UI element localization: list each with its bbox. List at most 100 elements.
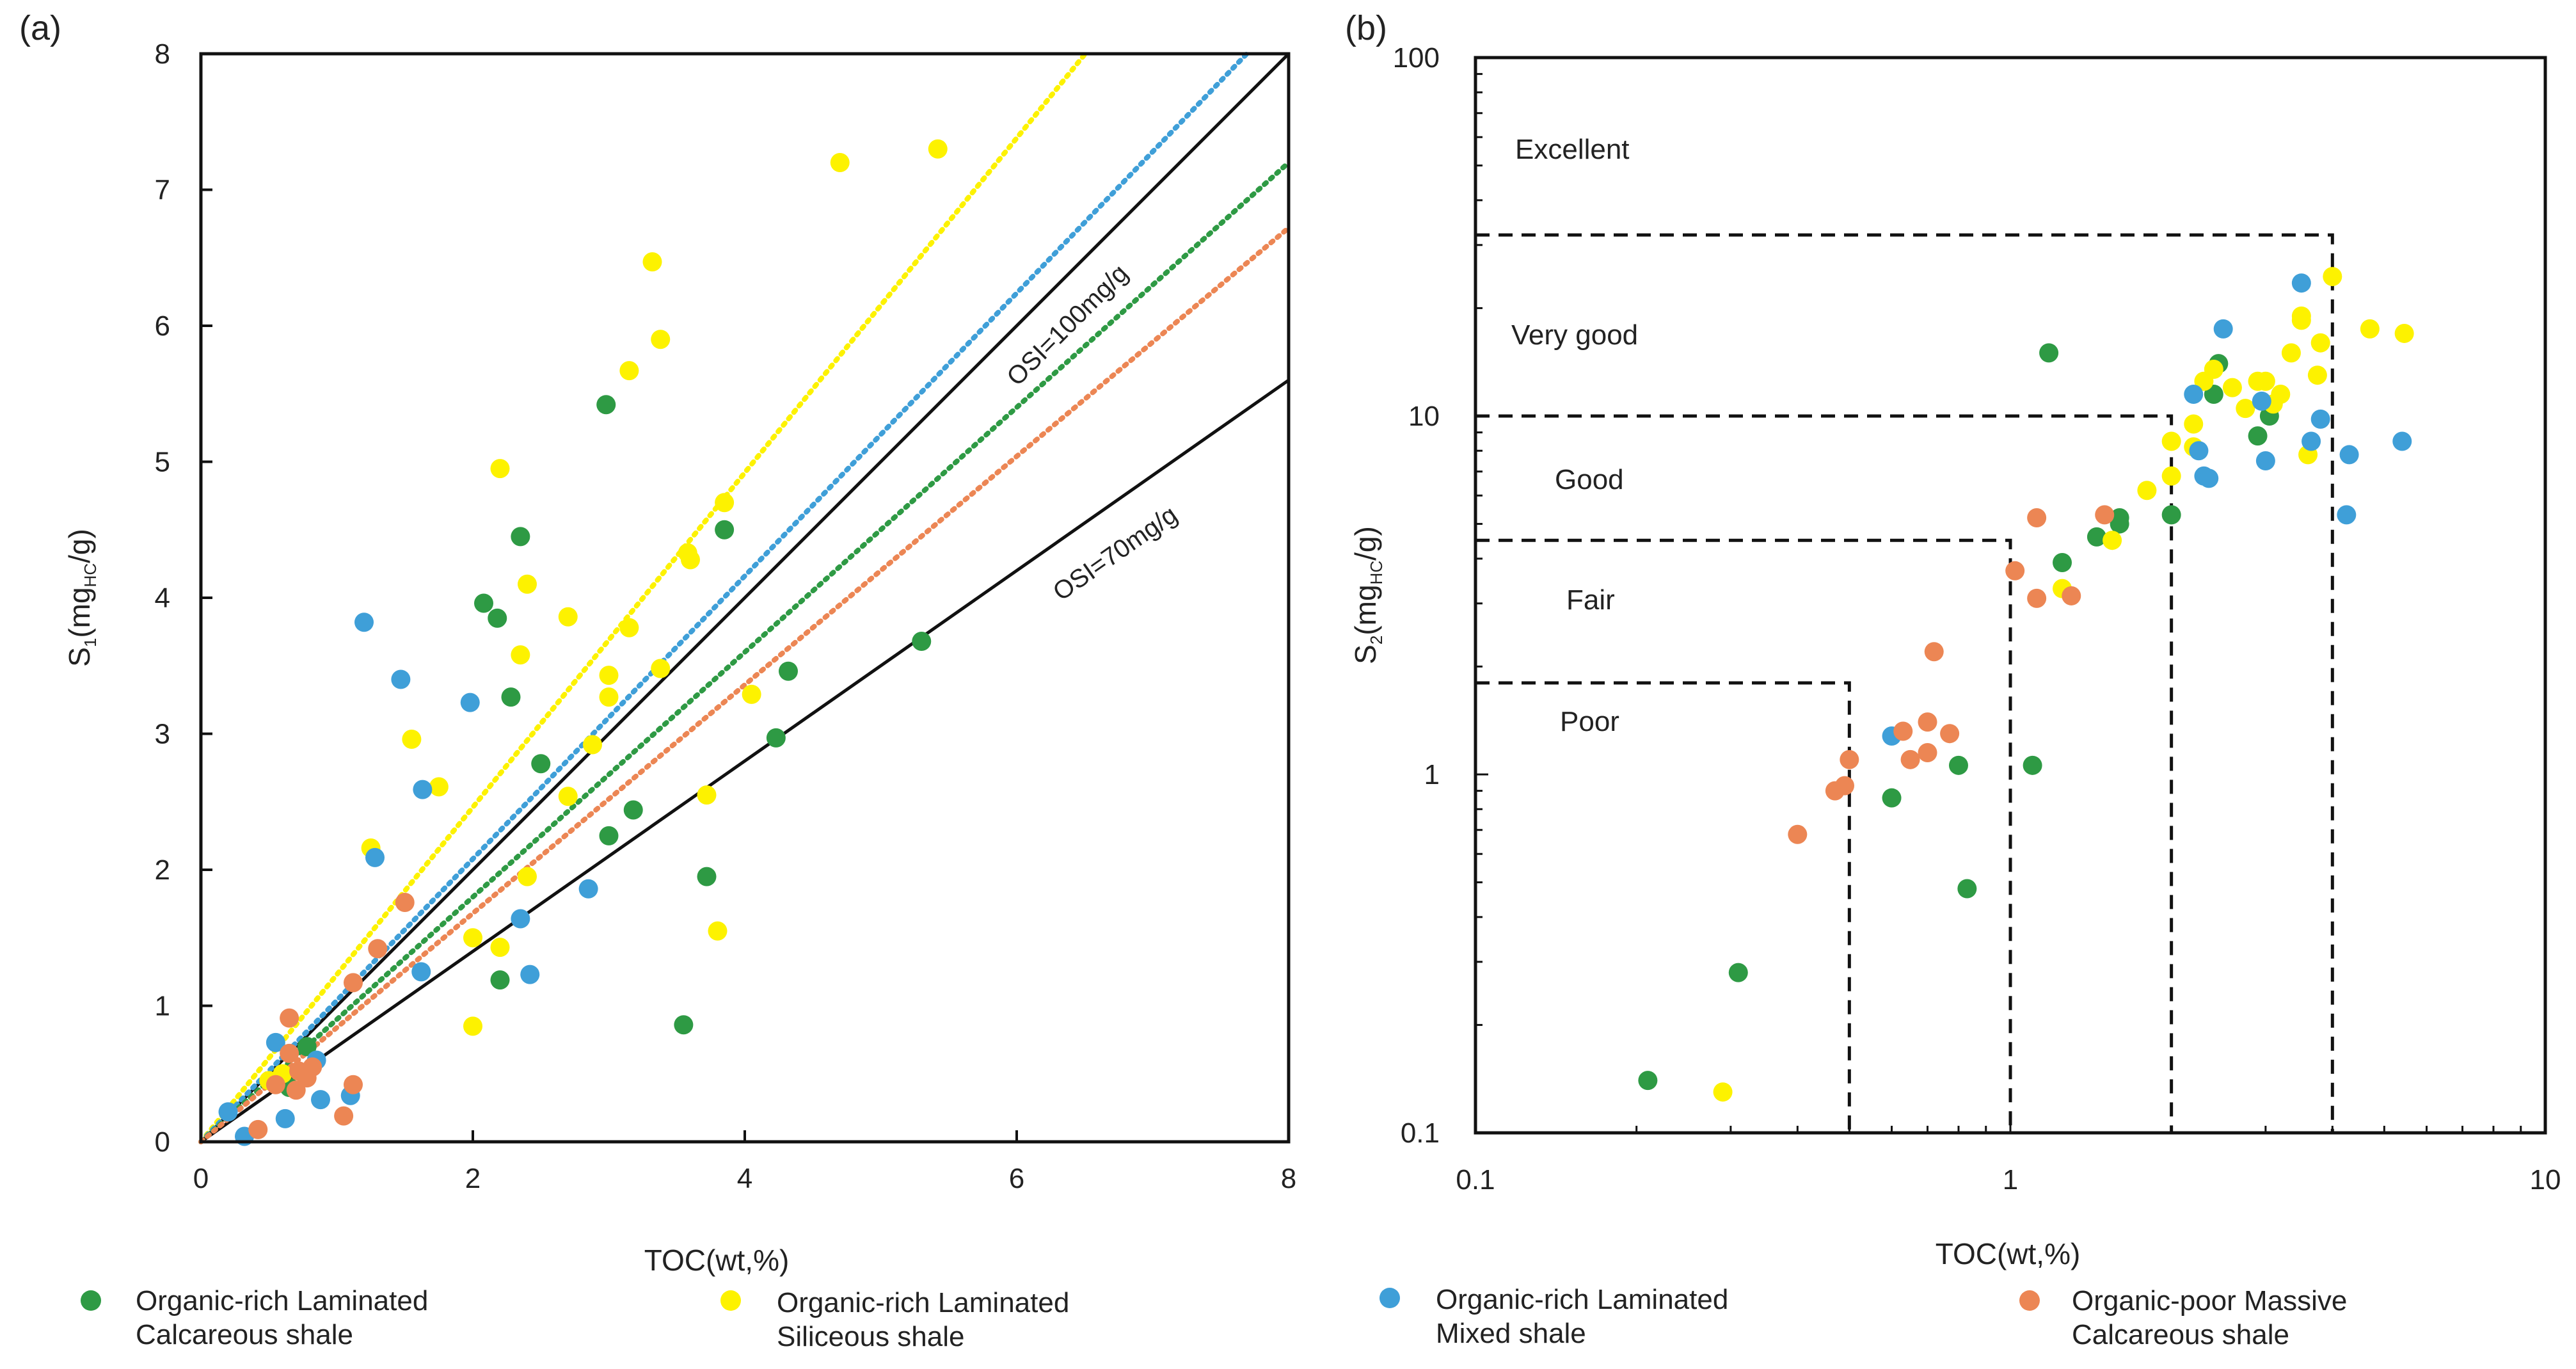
panel-b-x-tick-label: 0.1 [1456, 1164, 1495, 1196]
data-point [1713, 1082, 1733, 1102]
data-point [779, 661, 798, 681]
panel-b-label: (b) [1345, 9, 1387, 47]
grade-boundary-good [1475, 414, 2174, 1133]
data-point [2110, 508, 2129, 528]
panel-b-tick-marks [1474, 73, 2522, 1134]
data-point [623, 800, 643, 820]
data-point [830, 153, 850, 172]
data-point [2360, 319, 2380, 339]
panel-a-points [218, 139, 948, 1146]
panel-b-series-calcareous [1638, 343, 2279, 1091]
panel-b-plot-frame [1474, 56, 2547, 1135]
data-point [286, 1080, 306, 1100]
panel-b-points [1638, 267, 2414, 1102]
data-point [2161, 466, 2181, 486]
data-point [463, 928, 482, 948]
data-point [708, 921, 727, 941]
data-point [2023, 755, 2042, 775]
panel-a-x-tick-label: 2 [465, 1163, 481, 1194]
data-point [531, 754, 551, 774]
data-point [2062, 586, 2081, 605]
data-point [460, 693, 480, 712]
legend-line1-siliceous: Organic-rich Laminated [777, 1287, 1069, 1318]
data-point [912, 632, 932, 651]
data-point [2310, 333, 2330, 353]
data-point [2255, 451, 2275, 470]
panel-b-series-mixed [1882, 273, 2412, 746]
panel-a-y-tick-label: 7 [155, 175, 170, 206]
trend-line-calcareous [198, 160, 1291, 1144]
data-point [2053, 553, 2072, 573]
data-point [651, 330, 671, 349]
osi-reference-line-1 [200, 378, 1290, 1144]
data-point [1728, 963, 1748, 982]
data-point [2213, 319, 2233, 339]
data-point [2392, 431, 2412, 451]
data-point [2271, 385, 2291, 404]
data-point [1918, 712, 1937, 732]
data-point [413, 780, 433, 799]
data-point [2339, 445, 2359, 465]
data-point [2087, 527, 2106, 547]
panel-b-y-tick-label: 100 [1393, 42, 1440, 74]
data-point [1893, 721, 1913, 741]
data-point [2323, 267, 2342, 287]
legend-line2-massive: Calcareous shale [2072, 1319, 2289, 1350]
data-point [578, 879, 598, 899]
data-point [599, 666, 619, 685]
panel-a-y-tick-label: 3 [155, 719, 170, 750]
data-point [280, 1008, 299, 1028]
data-point [391, 669, 411, 689]
data-point [368, 939, 388, 959]
data-point [583, 735, 602, 755]
panel-a-y-tick-label: 0 [155, 1126, 170, 1158]
data-point [1918, 743, 1937, 763]
trend-line-massive [198, 225, 1291, 1144]
data-point [558, 787, 578, 806]
data-point [2137, 481, 2157, 500]
data-point [474, 593, 493, 613]
legend-marker-massive [2019, 1290, 2040, 1311]
data-point [2005, 561, 2025, 580]
panel-a-y-tick-label: 5 [155, 447, 170, 478]
panel-b-y-tick-label: 1 [1424, 759, 1440, 790]
legend-item-calcareous: Organic-rich Laminated Calcareous shale [81, 1285, 428, 1350]
panel-a-series-calcareous [280, 395, 932, 1097]
data-point [2222, 378, 2242, 397]
data-point [501, 687, 521, 707]
panel-b-series-siliceous [1713, 267, 2414, 1102]
legend-item-mixed: Organic-rich Laminated Mixed shale [1379, 1284, 1728, 1349]
data-point [488, 608, 507, 628]
legend-line2-mixed: Mixed shale [1436, 1318, 1586, 1349]
data-point [1788, 824, 1808, 844]
data-point [248, 1119, 268, 1139]
osi-reference-line-0 [200, 52, 1290, 1143]
grade-boundary-poor [1475, 681, 1851, 1133]
data-point [2103, 531, 2122, 550]
data-point [344, 973, 363, 993]
data-point [681, 550, 700, 570]
data-point [599, 826, 619, 845]
panel-b-series-massive [1788, 505, 2115, 844]
data-point [2281, 343, 2301, 363]
data-point [619, 361, 639, 381]
data-point [354, 612, 374, 632]
data-point [266, 1032, 285, 1052]
data-point [303, 1057, 322, 1077]
data-point [674, 1015, 694, 1035]
legend-marker-siliceous [720, 1290, 741, 1311]
trend-line-siliceous [198, 51, 1088, 1144]
panel-a-y-axis-title: S1(mgHC/g) [63, 529, 100, 667]
data-point [1882, 788, 1902, 808]
data-point [742, 684, 761, 704]
data-point [511, 909, 530, 929]
data-point [766, 728, 786, 748]
data-point [1900, 749, 1920, 769]
data-point [520, 965, 540, 984]
data-point [2255, 371, 2275, 391]
data-point [715, 493, 735, 513]
osi-70-label: OSI=70mg/g [1048, 500, 1182, 606]
data-point [1835, 776, 1855, 796]
data-point [518, 574, 537, 594]
